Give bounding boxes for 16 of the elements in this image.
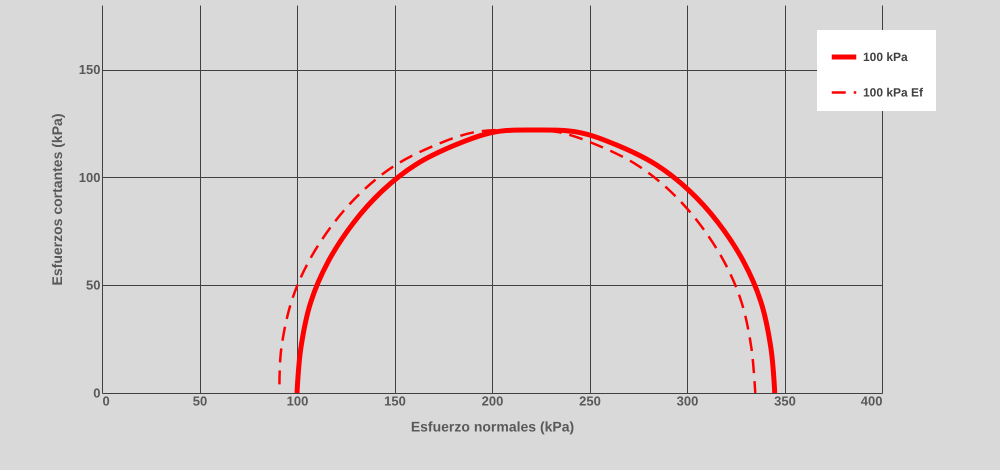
y-tick-label: 50	[86, 278, 100, 293]
y-axis-title: Esfuerzos cortantes (kPa)	[48, 114, 65, 286]
x-tick-label: 400	[860, 394, 882, 408]
x-tick-label: 0	[102, 394, 110, 408]
legend-label: 100 kPa Ef	[863, 86, 924, 100]
x-tick-label: 350	[774, 394, 796, 408]
x-tick-label: 50	[192, 394, 208, 408]
x-tick-label: 150	[384, 394, 406, 408]
x-tick-label: 250	[579, 394, 601, 408]
x-tick-label: 200	[482, 394, 504, 408]
x-tick-label: 100	[286, 394, 308, 408]
x-tick-label: 300	[676, 394, 698, 408]
legend-label: 100 kPa	[863, 50, 908, 64]
x-axis-title: Esfuerzo normales (kPa)	[410, 418, 574, 434]
y-tick-label: 100	[78, 170, 100, 185]
y-tick-label: 150	[78, 62, 100, 78]
